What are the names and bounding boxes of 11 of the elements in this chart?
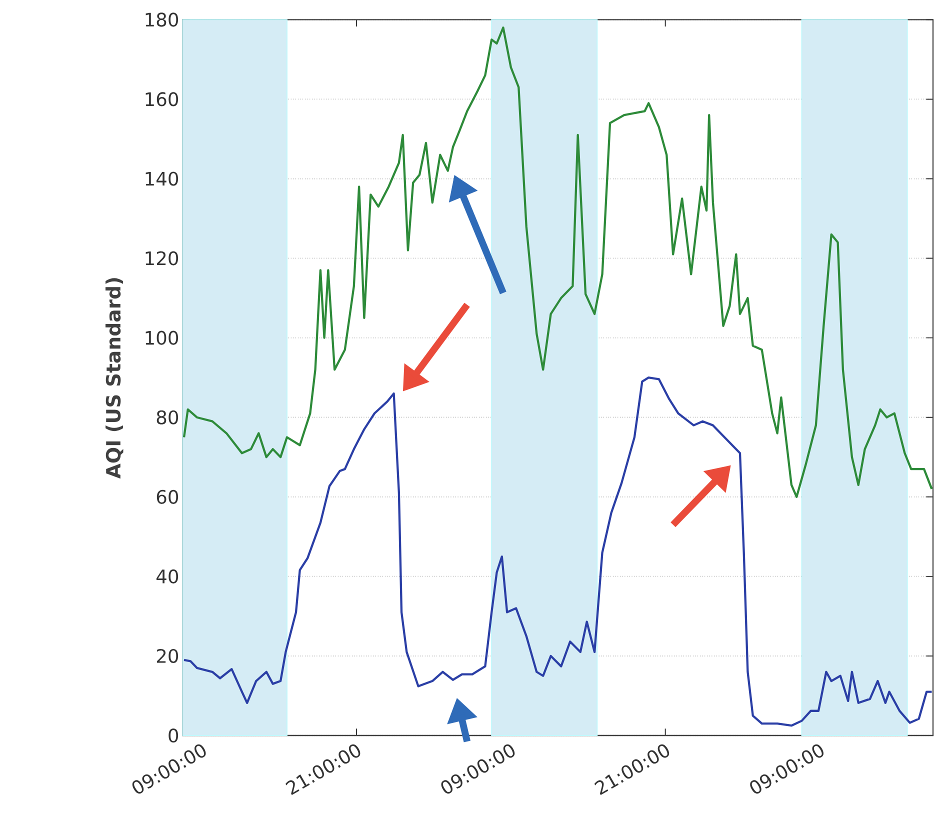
y-tick-label: 0	[168, 728, 178, 743]
y-tick-label: 140	[146, 172, 178, 186]
y-tick-label: 180	[146, 12, 178, 27]
y-tick-label: 100	[146, 330, 178, 345]
y-tick-label: 160	[146, 92, 178, 106]
y-tick-label: 80	[156, 410, 178, 424]
y-axis-title: AQI (US Standard)	[106, 278, 124, 479]
y-tick-label: 40	[156, 569, 178, 584]
y-tick-label: 120	[146, 251, 178, 266]
y-tick-label: 20	[156, 648, 178, 664]
y-tick-label: 60	[156, 490, 178, 504]
